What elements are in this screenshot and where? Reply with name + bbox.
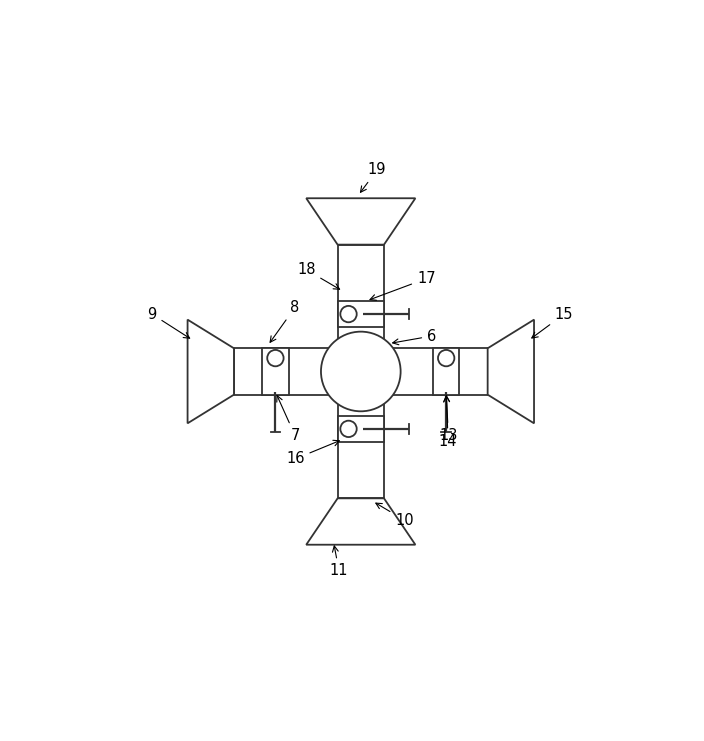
Text: 10: 10	[376, 503, 414, 528]
Circle shape	[340, 421, 357, 437]
Polygon shape	[488, 319, 534, 423]
Text: 15: 15	[532, 307, 573, 338]
Bar	[338, 301, 384, 328]
Text: 16: 16	[286, 440, 339, 466]
Bar	[338, 416, 384, 442]
Bar	[234, 348, 338, 395]
Text: 13: 13	[439, 396, 458, 443]
Bar	[338, 245, 384, 348]
Text: 18: 18	[297, 262, 339, 289]
Text: 7: 7	[277, 396, 300, 443]
Text: 9: 9	[147, 307, 189, 338]
Bar	[338, 395, 384, 499]
Text: 8: 8	[270, 300, 300, 342]
Bar	[433, 348, 459, 395]
Circle shape	[438, 350, 454, 366]
Circle shape	[268, 350, 284, 366]
Text: 6: 6	[393, 328, 436, 345]
Circle shape	[340, 306, 357, 322]
Bar	[384, 348, 488, 395]
Circle shape	[321, 332, 401, 411]
Text: 19: 19	[360, 162, 386, 193]
Text: 14: 14	[439, 396, 458, 448]
Bar	[263, 348, 289, 395]
Text: 17: 17	[370, 271, 436, 300]
Polygon shape	[306, 499, 415, 545]
Polygon shape	[306, 199, 415, 245]
Text: 11: 11	[329, 546, 348, 579]
Polygon shape	[187, 319, 234, 423]
